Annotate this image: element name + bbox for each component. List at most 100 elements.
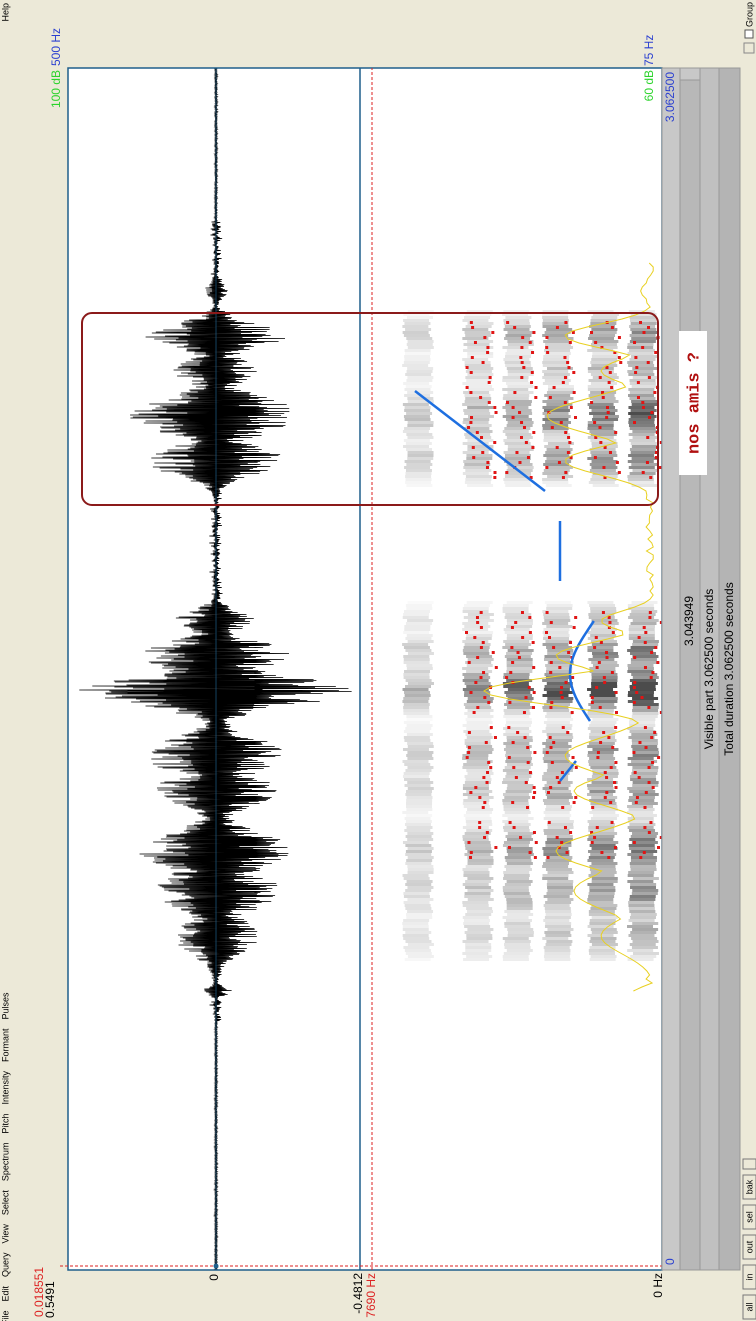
spectrogram-band [592,748,619,751]
spectrogram-band [546,448,573,451]
formant-dot [641,471,645,474]
spectrogram-band [544,379,571,382]
spectrogram-band [545,901,572,904]
formant-dot [633,771,637,774]
spectrogram-band [629,847,656,850]
formant-dot [643,641,647,644]
formant-dot [510,626,514,629]
menu-item[interactable]: Spectrum [0,1143,10,1182]
spectrogram-band [463,703,490,706]
button-arrow[interactable] [742,1158,756,1170]
spectrogram-band [403,895,430,898]
formant-dot [567,436,571,439]
spectrogram-band [462,724,489,727]
spectrogram-band [587,646,614,649]
spectrogram-band [542,412,569,415]
spectrogram-band [545,484,572,487]
spectrogram-band [632,706,659,709]
spectrogram-band [402,922,429,925]
spectrogram-band [403,772,430,775]
spectrogram-band [591,916,618,919]
menu-item[interactable]: View [0,1224,10,1244]
spectrogram-band [630,859,657,862]
button[interactable] [742,1174,756,1200]
spectrogram-band [547,736,574,739]
spectrogram-band [407,457,434,460]
spectrogram-band [406,814,432,817]
spectrogram-band [467,898,494,901]
formant-dot [572,801,576,804]
button[interactable] [742,1234,756,1260]
spectrogram-band [402,748,429,751]
menu-item[interactable]: Query [0,1252,10,1277]
formant-dot [560,771,564,774]
spectrogram-band [466,736,493,739]
spectrogram-band [404,322,431,325]
spectrogram-band [543,817,570,820]
menu-help[interactable]: Help [0,3,10,22]
menu-item[interactable]: File [0,1310,10,1321]
menu-item[interactable]: Intensity [0,1071,10,1105]
menu-item[interactable]: Formant [0,1028,10,1062]
formant-dot [647,326,651,329]
button[interactable] [742,1264,756,1290]
spectrogram-band [547,823,574,826]
spectrogram-band [462,337,489,340]
spectrogram-band [502,778,529,781]
spectrogram-band [629,823,656,826]
spectrogram-band [588,760,615,763]
spectrogram-band [467,388,494,391]
formant-dot [520,376,524,379]
menu-item[interactable]: Pulses [0,992,10,1020]
spectrogram-band [503,715,530,718]
spectrogram-band [589,868,616,871]
spectrogram-band [547,697,574,700]
spectrogram-band [405,373,432,376]
formant-dot [522,426,526,429]
spectrogram-band [630,883,657,886]
menu-item[interactable]: Edit [0,1285,10,1301]
formant-dot [545,751,549,754]
spectrogram-band [404,823,431,826]
spectrogram-band [407,745,434,748]
spectrogram-band [404,763,431,766]
menu-item[interactable]: Select [0,1190,10,1216]
spectrogram-band [629,862,656,865]
spectrogram-band [589,844,616,847]
scroll-arrow[interactable] [743,42,755,54]
button[interactable] [742,1204,756,1230]
spectrogram-band [591,862,618,865]
spectrogram-band [543,895,570,898]
group-checkbox[interactable] [744,29,754,39]
spectrogram-band [504,943,531,946]
spectrogram-band [627,817,654,820]
spectrogram-band [502,799,529,802]
formant-dot [643,666,647,669]
spectrogram-band [631,892,658,895]
formant-dot [485,831,489,834]
button[interactable] [742,1294,756,1320]
spectrogram-band [462,754,489,757]
total-bar[interactable] [718,67,741,1271]
formant-dot [511,801,515,804]
spectrogram-band [503,727,530,730]
formant-dot [615,461,619,464]
spectrogram-band [591,454,618,457]
menu-item[interactable]: Pitch [0,1114,10,1134]
spectrogram-band [505,613,532,616]
selection-bar[interactable] [679,79,701,1271]
spectrogram-band [629,448,656,451]
window-bar[interactable] [661,67,681,1271]
spectrogram-band [547,763,574,766]
spectrogram-band [631,937,658,940]
spectrogram-band [407,424,434,427]
spectrogram-band [546,466,573,469]
formant-dot [560,696,564,699]
formant-dot [486,351,490,354]
formant-dot [614,711,618,714]
formant-dot [469,851,473,854]
spectrogram-band [629,895,656,898]
spectrogram-band [587,751,614,754]
rest-bar[interactable] [679,67,701,81]
formant-dot [479,396,483,399]
